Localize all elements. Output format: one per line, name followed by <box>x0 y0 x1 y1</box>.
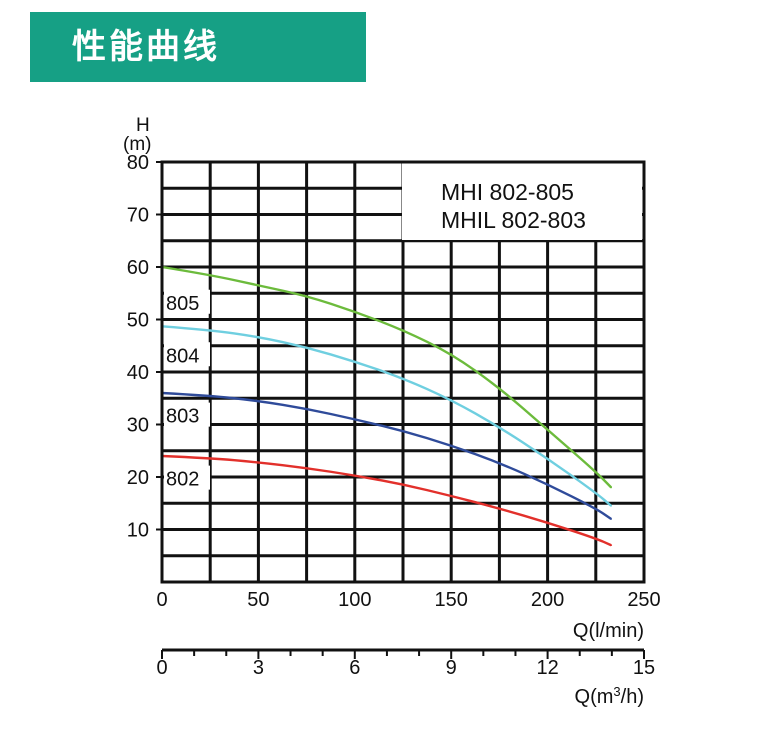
point-804 <box>305 346 308 349</box>
point-802 <box>354 474 356 477</box>
y-axis-unit-top: H <box>136 115 150 136</box>
point-804 <box>354 360 356 363</box>
series-label-803: 803 <box>166 406 199 428</box>
point-804 <box>498 426 501 428</box>
curve-804 <box>161 325 613 507</box>
point-804 <box>546 457 549 460</box>
point-805 <box>450 352 453 355</box>
page-title: 性能曲线 <box>72 27 220 67</box>
point-805 <box>402 329 404 331</box>
y-tick-label: 50 <box>127 310 149 332</box>
point-802 <box>450 495 453 497</box>
y-tick-label: 30 <box>127 415 149 437</box>
point-804 <box>610 505 613 507</box>
point-805 <box>546 428 549 431</box>
point-805 <box>257 284 260 287</box>
x-tick-label-lmin: 250 <box>627 589 660 611</box>
point-803 <box>209 394 211 397</box>
x-tick-label-m3h: 0 <box>156 657 167 679</box>
point-802 <box>257 461 260 464</box>
x-tick-label-m3h: 6 <box>349 657 360 679</box>
point-803 <box>450 444 453 447</box>
point-805 <box>305 295 308 297</box>
point-803 <box>402 430 404 432</box>
x-tick-label-lmin: 200 <box>531 589 564 611</box>
x-axis-label-m3h: Q(m3/h) <box>575 684 644 709</box>
x-tick-label-m3h: 3 <box>253 657 264 679</box>
series-label-box-805 <box>164 289 210 314</box>
point-805 <box>610 486 613 489</box>
series-label-box-804 <box>164 342 210 367</box>
y-tick-label: 80 <box>127 152 149 174</box>
point-803 <box>546 483 549 486</box>
x-tick-label-lmin: 0 <box>156 589 167 611</box>
point-805 <box>209 274 211 276</box>
x-tick-label-m3h: 15 <box>633 657 655 679</box>
y-tick-label: 20 <box>127 467 149 489</box>
x-axis-label-lmin: Q(l/min) <box>573 620 644 642</box>
point-802 <box>402 483 404 486</box>
curve-802 <box>161 454 612 547</box>
point-805 <box>354 310 356 313</box>
y-axis-unit-bottom: (m) <box>123 134 151 155</box>
chart-curves <box>161 265 613 547</box>
series-label-box-803 <box>164 402 210 427</box>
point-802 <box>610 544 613 547</box>
x-tick-label-m3h: 12 <box>536 657 558 679</box>
point-804 <box>257 336 260 338</box>
x-tick-label-lmin: 150 <box>435 589 468 611</box>
header-banner: 性能曲线 <box>30 12 366 82</box>
series-label-805: 805 <box>166 293 199 315</box>
point-802 <box>209 457 211 459</box>
curve-805 <box>161 265 613 489</box>
series-label-802: 802 <box>166 469 199 491</box>
point-802 <box>498 507 501 510</box>
model-label-mhi: MHI 802-805 <box>441 179 574 205</box>
model-legend-box <box>402 162 642 240</box>
point-803 <box>498 462 501 464</box>
y-tick-label: 70 <box>127 205 149 227</box>
x-tick-label-m3h: 9 <box>446 657 457 679</box>
y-tick-label: 10 <box>127 520 149 542</box>
point-803 <box>595 507 597 510</box>
point-804 <box>595 491 597 494</box>
x-tick-label-lmin: 100 <box>338 589 371 611</box>
y-tick-label: 60 <box>127 257 149 279</box>
point-805 <box>595 470 597 473</box>
x-tick-label-lmin: 50 <box>247 589 269 611</box>
point-803 <box>305 407 308 410</box>
point-803 <box>610 518 613 520</box>
model-label-mhil: MHIL 802-803 <box>441 207 586 233</box>
point-805 <box>498 386 501 389</box>
series-labels: 805 804 803 802 <box>164 289 210 491</box>
point-802 <box>305 467 308 469</box>
point-802 <box>595 537 597 540</box>
y-tick-label: 40 <box>127 362 149 384</box>
series-label-804: 804 <box>166 345 199 367</box>
point-804 <box>402 377 404 380</box>
point-804 <box>209 329 211 331</box>
point-803 <box>257 400 260 402</box>
series-label-box-802 <box>164 465 210 490</box>
point-802 <box>546 521 549 524</box>
point-803 <box>354 418 356 421</box>
point-804 <box>450 399 453 401</box>
